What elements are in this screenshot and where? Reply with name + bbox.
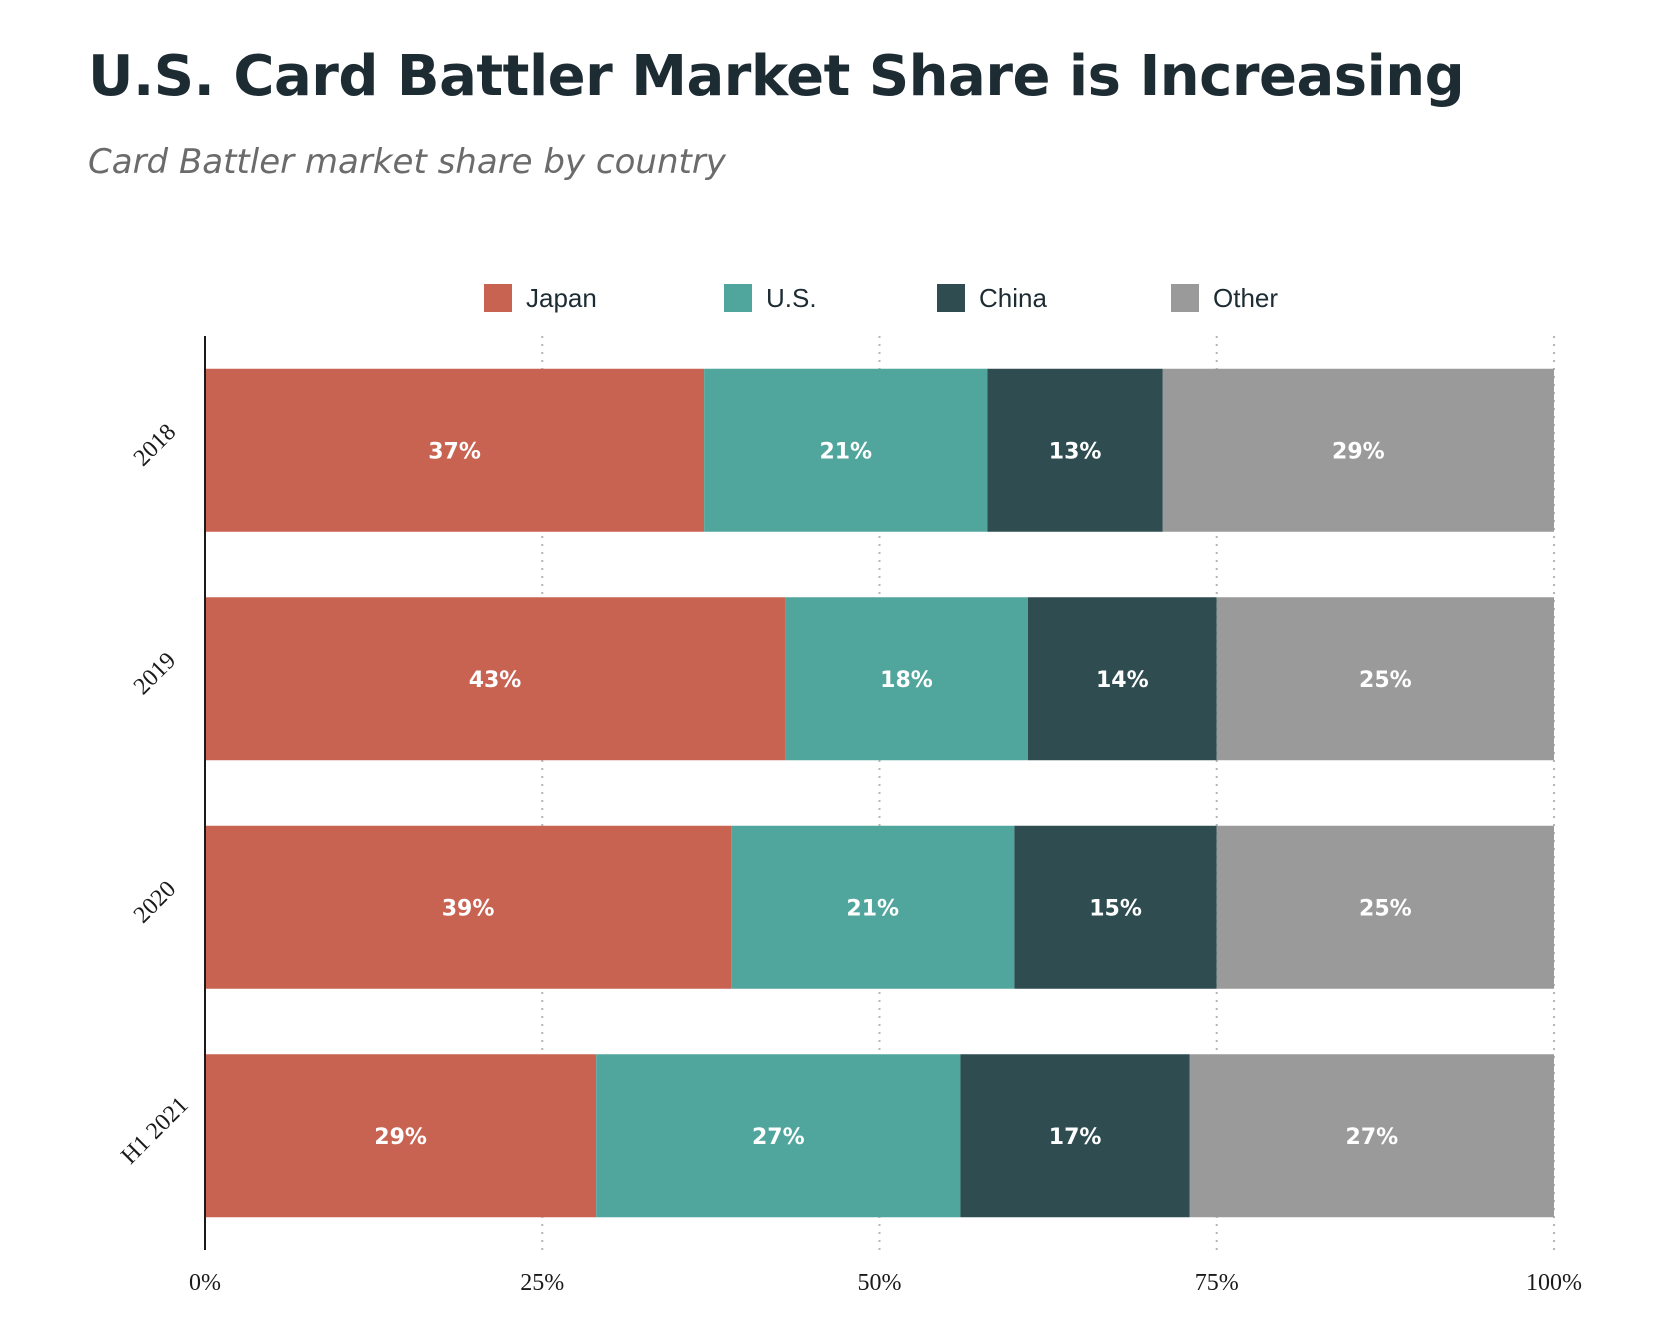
bar-segment [205,597,786,761]
bar-segment [205,368,705,532]
data-label: 25% [1359,668,1412,693]
legend-label-other: Other [1213,282,1279,313]
x-tick-label: 0% [189,1270,221,1296]
data-label: 37% [428,439,481,464]
legend-item-china: China [937,280,1047,316]
bar-row-h1-2021: 29% 27% 17% 27% [205,1054,1554,1218]
bar-row-2020: 39% 21% 15% 25% [205,825,1554,989]
x-tick-label: 75% [1195,1270,1239,1296]
y-tick-label: H1 2021 [116,1092,193,1169]
y-tick-label: 2019 [129,648,181,700]
data-label: 27% [1346,1125,1399,1150]
bar-segment [960,1054,1190,1218]
bar-segment [1162,368,1554,532]
y-tick-label: 2020 [129,876,181,928]
legend-swatch-china [937,284,965,312]
bar-segment [596,1054,961,1218]
chart-title: U.S. Card Battler Market Share is Increa… [88,44,1465,109]
data-label: 17% [1049,1125,1102,1150]
legend-swatch-other [1171,284,1199,312]
bar-segment [1027,597,1217,761]
x-tick-label: 100% [1526,1270,1582,1296]
x-tick-label: 50% [858,1270,902,1296]
legend-swatch-us [724,284,752,312]
data-label: 21% [846,896,899,921]
legend-item-japan: Japan [484,280,597,316]
legend-swatch-japan [484,284,512,312]
data-label: 29% [374,1125,427,1150]
legend: Japan U.S. China Other [0,280,1666,316]
bar-segment [785,597,1028,761]
bar-segment [987,368,1163,532]
legend-label-us: U.S. [766,282,817,313]
bar-segment [731,825,1015,989]
legend-label-japan: Japan [526,282,597,313]
data-label: 43% [469,668,522,693]
y-tick-label: 2018 [129,419,181,471]
data-label: 21% [819,439,872,464]
bar-segment [1014,825,1217,989]
bar-segment [1189,1054,1554,1218]
legend-item-other: Other [1171,280,1278,316]
bar-segment [205,1054,597,1218]
chart-subtitle: Card Battler market share by country [88,142,726,182]
x-tick-label: 25% [520,1270,564,1296]
data-label: 39% [442,896,495,921]
data-label: 14% [1096,668,1149,693]
data-label: 18% [880,668,933,693]
data-label: 13% [1049,439,1102,464]
data-label: 29% [1332,439,1385,464]
bar-segment [1216,597,1554,761]
bar-row-2018: 37% 21% 13% 29% [205,368,1554,532]
bar-row-2019: 43% 18% 14% 25% [205,597,1554,761]
legend-label-china: China [979,282,1047,313]
legend-item-us: U.S. [724,280,817,316]
data-label: 15% [1089,896,1142,921]
data-label: 27% [752,1125,805,1150]
bar-segment [704,368,988,532]
bar-segment [205,825,732,989]
bar-segment [1216,825,1554,989]
data-label: 25% [1359,896,1412,921]
